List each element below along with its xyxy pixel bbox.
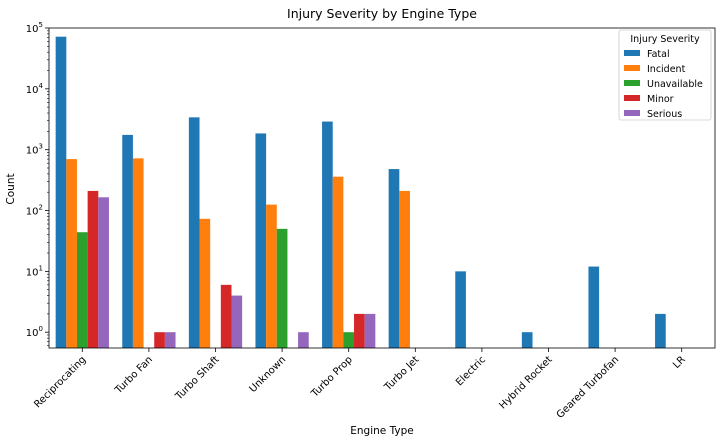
- bar-fatal-3: [255, 133, 267, 348]
- bar-fatal-1: [122, 134, 133, 348]
- x-tick-label: Turbo Prop: [309, 354, 355, 400]
- legend-label-incident: Incident: [647, 64, 686, 75]
- y-tick-label: 103: [26, 143, 43, 157]
- bar-unavailable-4: [343, 332, 355, 348]
- bar-incident-0: [66, 159, 77, 348]
- bar-fatal-2: [188, 117, 200, 348]
- legend-swatch-fatal: [624, 50, 640, 56]
- y-tick-label: 100: [26, 325, 43, 339]
- bar-serious-0: [98, 197, 109, 348]
- y-tick-label: 104: [26, 82, 44, 96]
- x-axis-label: Engine Type: [350, 425, 413, 437]
- legend-label-unavailable: Unavailable: [647, 79, 703, 90]
- x-tick-label: Geared Turbofan: [555, 354, 622, 421]
- bar-fatal-0: [55, 36, 67, 349]
- x-tick-label: LR: [671, 354, 688, 371]
- bar-fatal-9: [655, 313, 666, 348]
- bar-incident-2: [199, 218, 211, 348]
- legend-swatch-unavailable: [624, 80, 640, 86]
- bar-serious-2: [231, 295, 243, 348]
- bar-minor-0: [87, 190, 99, 348]
- y-tick-label: 102: [26, 204, 43, 218]
- x-axis: Reciprocating Turbo Fan Turbo Shaft Unknown…: [32, 348, 688, 421]
- legend-box: [618, 29, 712, 121]
- x-tick-label: Turbo Shaft: [173, 354, 222, 403]
- bar-unavailable-3: [276, 228, 288, 348]
- x-tick-label: Turbo Jet: [382, 354, 421, 393]
- bar-fatal-4: [322, 121, 333, 348]
- bars-layer: [55, 36, 666, 349]
- legend-swatch-incident: [624, 65, 640, 71]
- bar-fatal-5: [388, 169, 400, 348]
- bar-unavailable-0: [76, 232, 88, 348]
- legend: Injury Severity Fatal Incident Unavailable M…: [618, 29, 712, 121]
- bar-incident-5: [399, 190, 410, 348]
- chart-title: Injury Severity by Engine Type: [287, 6, 477, 21]
- bar-fatal-8: [588, 266, 600, 348]
- x-tick-label: Hybrid Rocket: [497, 354, 554, 411]
- bar-minor-1: [154, 332, 165, 348]
- bar-incident-1: [132, 158, 144, 348]
- plot-frame: [48, 27, 716, 349]
- y-tick-label: 101: [26, 264, 43, 278]
- legend-swatch-serious: [624, 110, 640, 116]
- y-tick-label: 105: [26, 21, 43, 35]
- legend-label-serious: Serious: [647, 109, 682, 120]
- bar-minor-2: [220, 284, 232, 348]
- bar-serious-4: [364, 313, 376, 348]
- bar-fatal-6: [455, 271, 466, 348]
- x-tick-label: Unknown: [248, 354, 289, 395]
- legend-title: Injury Severity: [630, 34, 700, 45]
- x-tick-label: Turbo Fan: [113, 354, 155, 396]
- bar-incident-3: [266, 204, 277, 348]
- bar-incident-4: [332, 176, 344, 348]
- legend-swatch-minor: [624, 95, 640, 101]
- y-axis-label: Count: [5, 173, 17, 204]
- legend-label-fatal: Fatal: [647, 49, 670, 60]
- y-axis: 100 101 102 103 104 105: [26, 21, 49, 347]
- x-tick-label: Reciprocating: [32, 354, 88, 410]
- bar-serious-1: [164, 332, 176, 348]
- legend-label-minor: Minor: [647, 94, 674, 105]
- bar-fatal-7: [521, 332, 533, 348]
- x-tick-label: Electric: [454, 354, 488, 388]
- bar-serious-3: [298, 332, 309, 348]
- bar-minor-4: [354, 313, 365, 348]
